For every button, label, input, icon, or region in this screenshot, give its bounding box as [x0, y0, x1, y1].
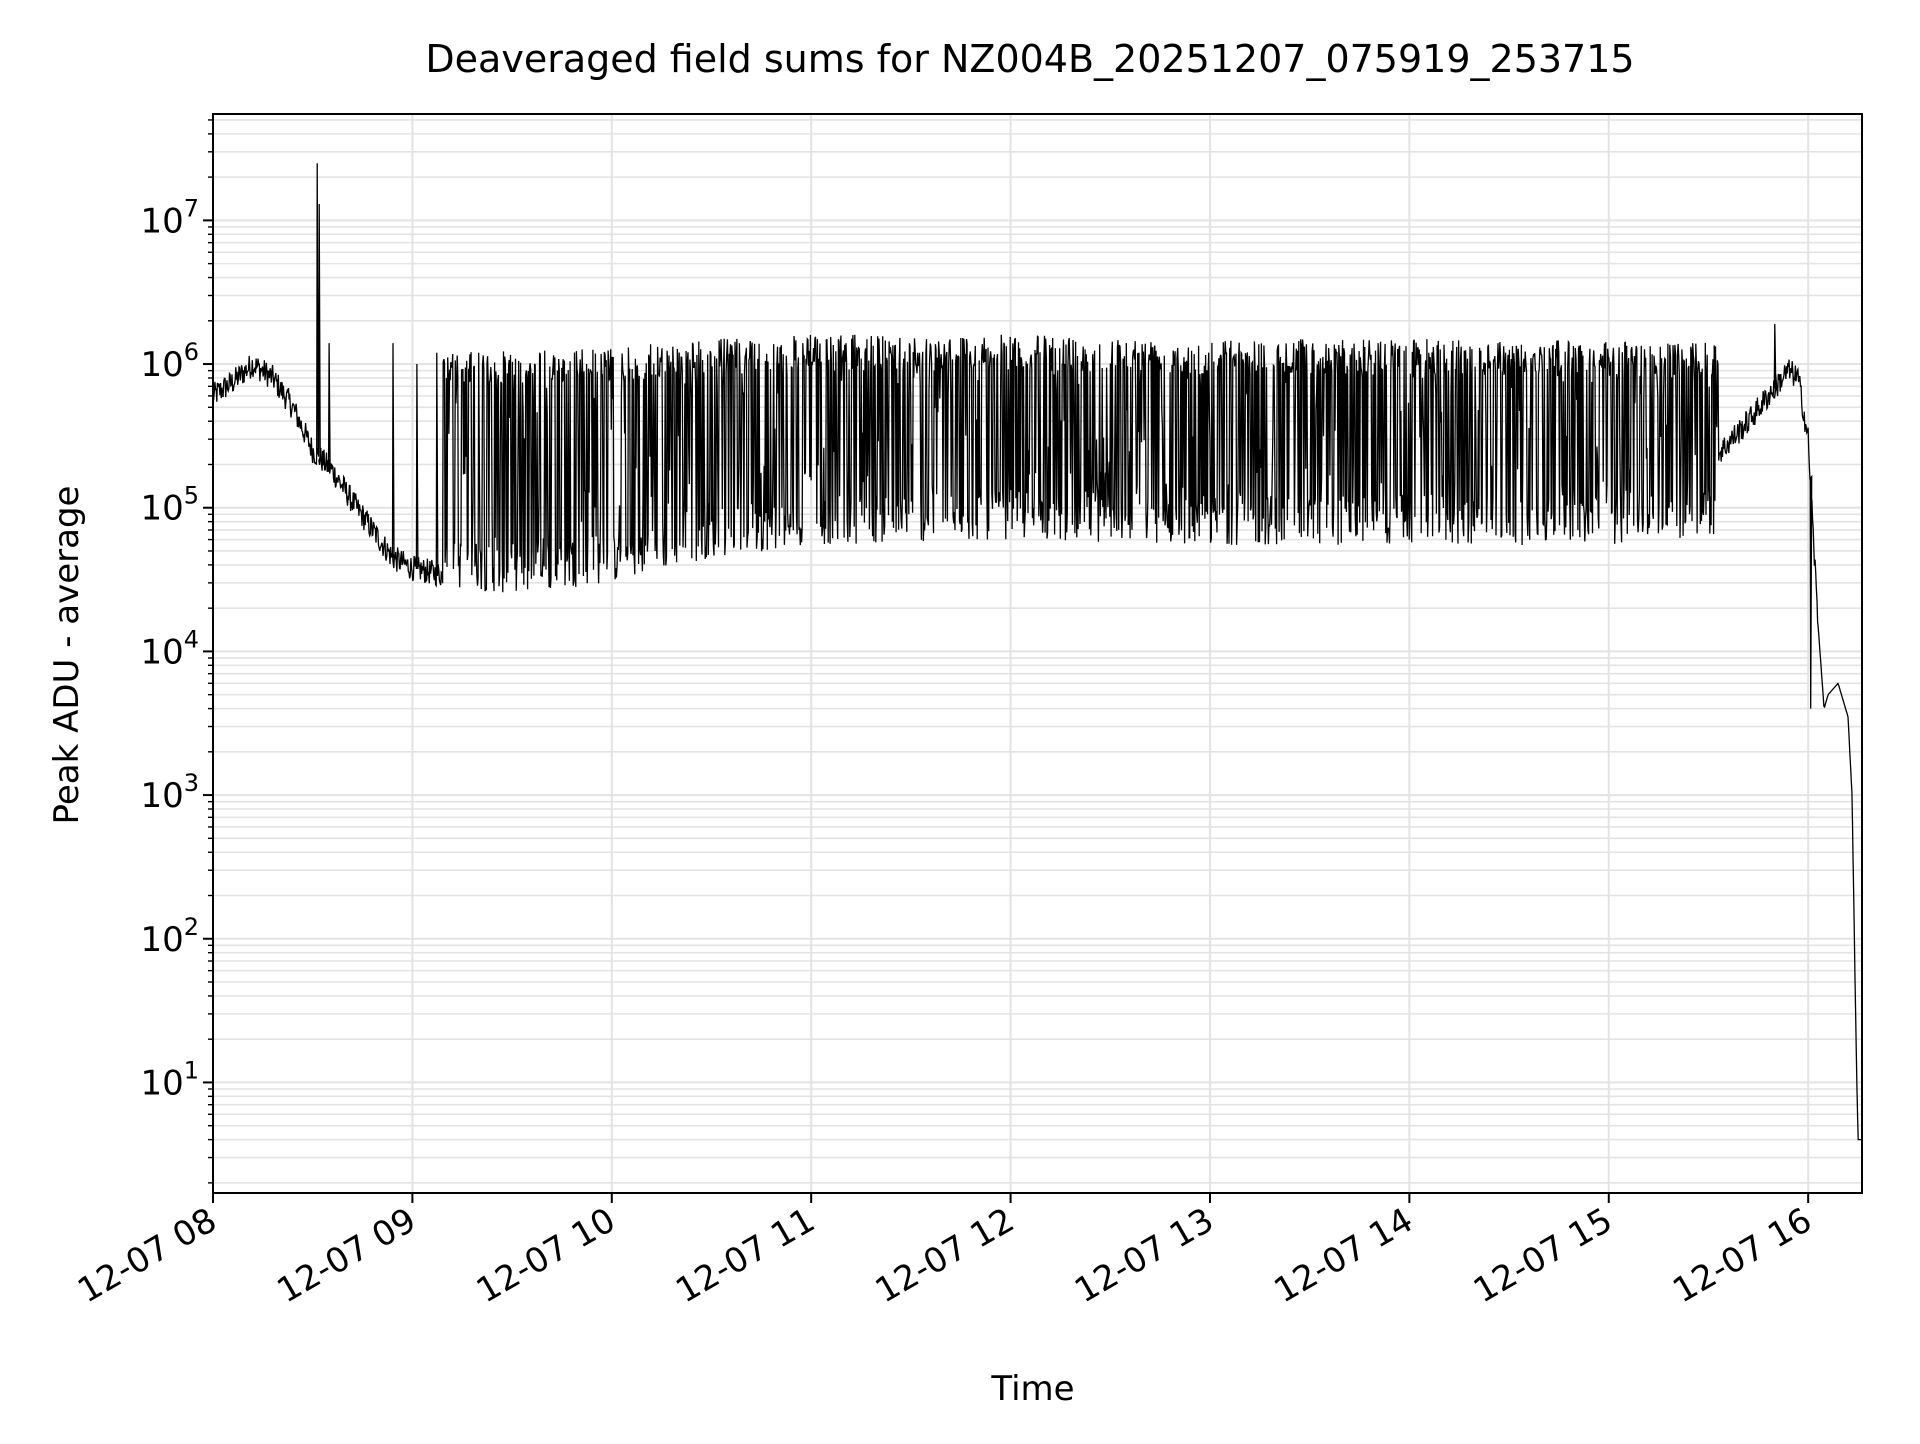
- y-tick-label-exponent: 7: [184, 194, 199, 222]
- y-tick-label-base: 10: [140, 920, 183, 960]
- y-tick-label-exponent: 6: [184, 338, 199, 366]
- y-tick-label: 107: [140, 194, 199, 241]
- y-tick-label-base: 10: [140, 776, 183, 816]
- y-tick-label-exponent: 1: [184, 1056, 199, 1084]
- y-tick-label-exponent: 3: [184, 769, 199, 797]
- y-tick-label: 102: [140, 913, 199, 960]
- y-tick-label-base: 10: [140, 345, 183, 385]
- grid-layer: [213, 114, 1862, 1193]
- chart-title: Deaveraged field sums for NZ004B_2025120…: [425, 37, 1634, 81]
- y-tick-label-base: 10: [140, 632, 183, 672]
- y-tick-label: 106: [140, 338, 199, 385]
- y-tick-label: 104: [140, 625, 199, 672]
- y-tick-label-base: 10: [140, 1063, 183, 1103]
- y-tick-label-exponent: 5: [184, 482, 199, 510]
- y-tick-label-exponent: 2: [184, 913, 199, 941]
- series-line-peak-adu: [212, 163, 1862, 1141]
- y-tick-label: 103: [140, 769, 199, 816]
- y-axis-label: Peak ADU - average: [47, 486, 87, 825]
- y-tick-label-base: 10: [140, 489, 183, 529]
- axes-frame: [212, 113, 1863, 1194]
- y-tick-label-exponent: 4: [184, 625, 199, 653]
- y-tick-label: 101: [140, 1056, 199, 1103]
- y-tick-label-base: 10: [140, 201, 183, 241]
- y-tick-label: 105: [140, 482, 199, 529]
- x-axis-label: Time: [990, 1369, 1074, 1409]
- data-layer: [212, 163, 1862, 1141]
